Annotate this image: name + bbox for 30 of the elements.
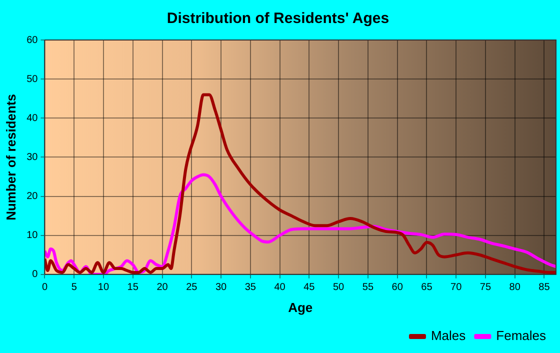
- x-tick-label: 10: [98, 282, 110, 294]
- x-tick-label: 60: [392, 282, 404, 294]
- chart-title: Distribution of Residents' Ages: [166, 10, 390, 28]
- x-tick-label: 40: [274, 282, 286, 294]
- y-tick-label: 60: [26, 34, 38, 46]
- y-tick-label: 20: [26, 191, 38, 202]
- y-tick-label: 10: [26, 230, 38, 242]
- y-tick-label: 40: [26, 112, 38, 124]
- x-axis-title: Age: [288, 300, 313, 315]
- y-tick-label: 50: [26, 74, 38, 85]
- legend-label: Males: [430, 328, 466, 344]
- x-tick-label: 0: [42, 282, 48, 294]
- y-tick-label: 0: [32, 269, 38, 280]
- y-axis-title: Number of residents: [3, 94, 18, 220]
- x-tick-label: 65: [421, 282, 433, 294]
- x-tick-label: 85: [538, 282, 550, 294]
- legend-label: Females: [496, 328, 546, 344]
- x-tick-label: 25: [186, 282, 198, 294]
- x-tick-label: 70: [450, 282, 462, 294]
- x-tick-label: 80: [509, 282, 521, 294]
- x-tick-label: 50: [333, 282, 345, 294]
- x-tick-label: 45: [304, 282, 316, 294]
- x-tick-label: 55: [362, 282, 374, 294]
- y-tick-label: 30: [26, 152, 38, 163]
- x-tick-label: 20: [156, 282, 168, 294]
- x-tick-label: 30: [215, 282, 228, 294]
- x-tick-label: 5: [71, 282, 78, 294]
- x-tick-label: 35: [244, 282, 256, 294]
- x-tick-label: 15: [127, 282, 139, 294]
- x-tick-label: 75: [480, 282, 492, 294]
